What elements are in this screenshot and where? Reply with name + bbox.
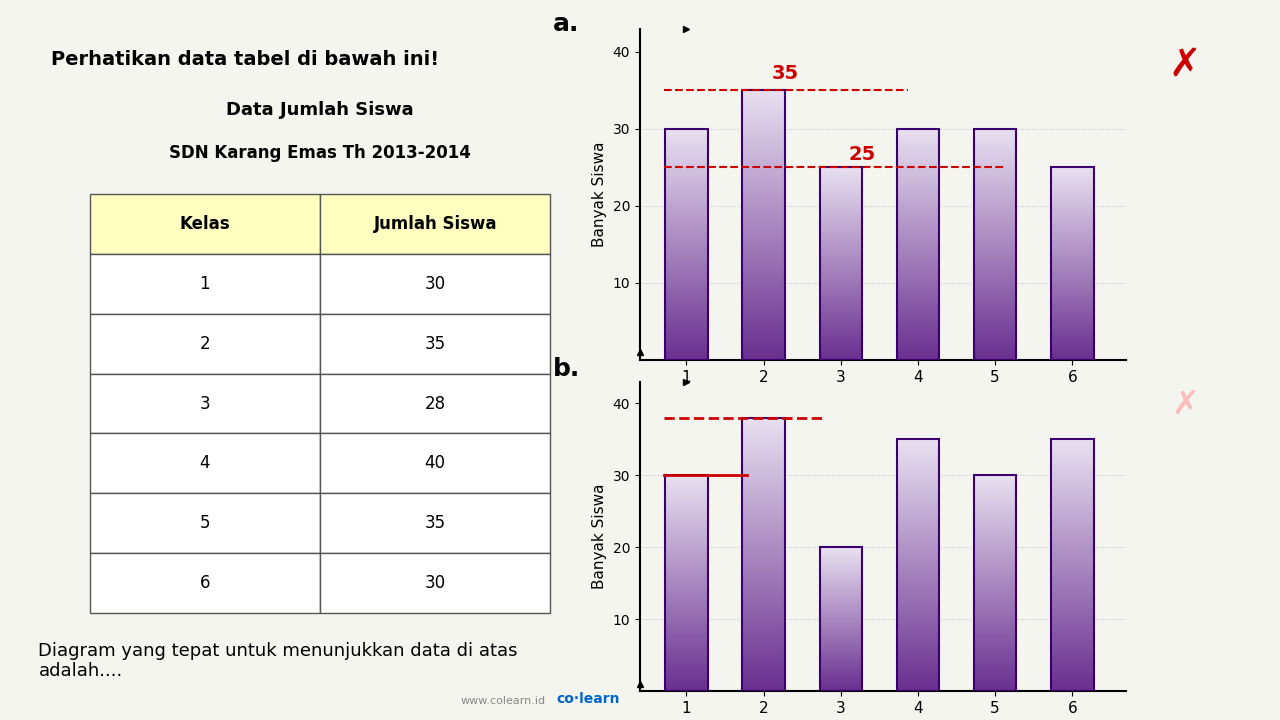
- Bar: [1051, 439, 1093, 691]
- FancyBboxPatch shape: [90, 254, 320, 314]
- Text: 5: 5: [200, 514, 210, 532]
- FancyBboxPatch shape: [320, 254, 550, 314]
- Bar: [666, 475, 708, 691]
- FancyBboxPatch shape: [320, 553, 550, 613]
- Text: 35: 35: [772, 64, 799, 83]
- Text: Data Jumlah Siswa: Data Jumlah Siswa: [227, 101, 413, 119]
- Text: Perhatikan data tabel di bawah ini!: Perhatikan data tabel di bawah ini!: [51, 50, 439, 69]
- Bar: [819, 168, 861, 360]
- Text: 28: 28: [425, 395, 445, 413]
- Text: ✗: ✗: [1169, 45, 1201, 84]
- Text: Jumlah Siswa: Jumlah Siswa: [374, 215, 497, 233]
- FancyBboxPatch shape: [320, 194, 550, 254]
- Text: 3: 3: [200, 395, 210, 413]
- FancyBboxPatch shape: [90, 493, 320, 553]
- Bar: [1051, 168, 1093, 360]
- Bar: [666, 129, 708, 360]
- Bar: [974, 129, 1016, 360]
- Text: ✗: ✗: [1171, 388, 1199, 420]
- Text: 35: 35: [425, 335, 445, 353]
- Bar: [819, 547, 861, 691]
- FancyBboxPatch shape: [320, 374, 550, 433]
- Text: 6: 6: [200, 574, 210, 592]
- Text: 4: 4: [200, 454, 210, 472]
- Text: 30: 30: [425, 275, 445, 293]
- FancyBboxPatch shape: [90, 553, 320, 613]
- Text: co·learn: co·learn: [557, 692, 621, 706]
- Text: a.: a.: [553, 12, 579, 36]
- Text: 40: 40: [425, 454, 445, 472]
- Text: 25: 25: [849, 145, 876, 163]
- Text: 1: 1: [200, 275, 210, 293]
- Text: Diagram yang tepat untuk menunjukkan data di atas
adalah....: Diagram yang tepat untuk menunjukkan dat…: [38, 642, 518, 680]
- Bar: [742, 418, 785, 691]
- Text: 2: 2: [200, 335, 210, 353]
- FancyBboxPatch shape: [90, 194, 320, 254]
- Text: b.: b.: [553, 357, 580, 381]
- Text: Kelas: Kelas: [179, 215, 230, 233]
- Y-axis label: Banyak Siswa: Banyak Siswa: [593, 142, 607, 247]
- FancyBboxPatch shape: [90, 433, 320, 493]
- Text: 35: 35: [425, 514, 445, 532]
- Bar: [742, 91, 785, 360]
- Text: SDN Karang Emas Th 2013-2014: SDN Karang Emas Th 2013-2014: [169, 144, 471, 162]
- Bar: [974, 475, 1016, 691]
- Text: www.colearn.id: www.colearn.id: [461, 696, 547, 706]
- FancyBboxPatch shape: [90, 374, 320, 433]
- FancyBboxPatch shape: [320, 493, 550, 553]
- Bar: [897, 129, 940, 360]
- FancyBboxPatch shape: [90, 314, 320, 374]
- FancyBboxPatch shape: [320, 314, 550, 374]
- Bar: [897, 439, 940, 691]
- Y-axis label: Banyak Siswa: Banyak Siswa: [593, 484, 607, 589]
- Text: 30: 30: [425, 574, 445, 592]
- FancyBboxPatch shape: [320, 433, 550, 493]
